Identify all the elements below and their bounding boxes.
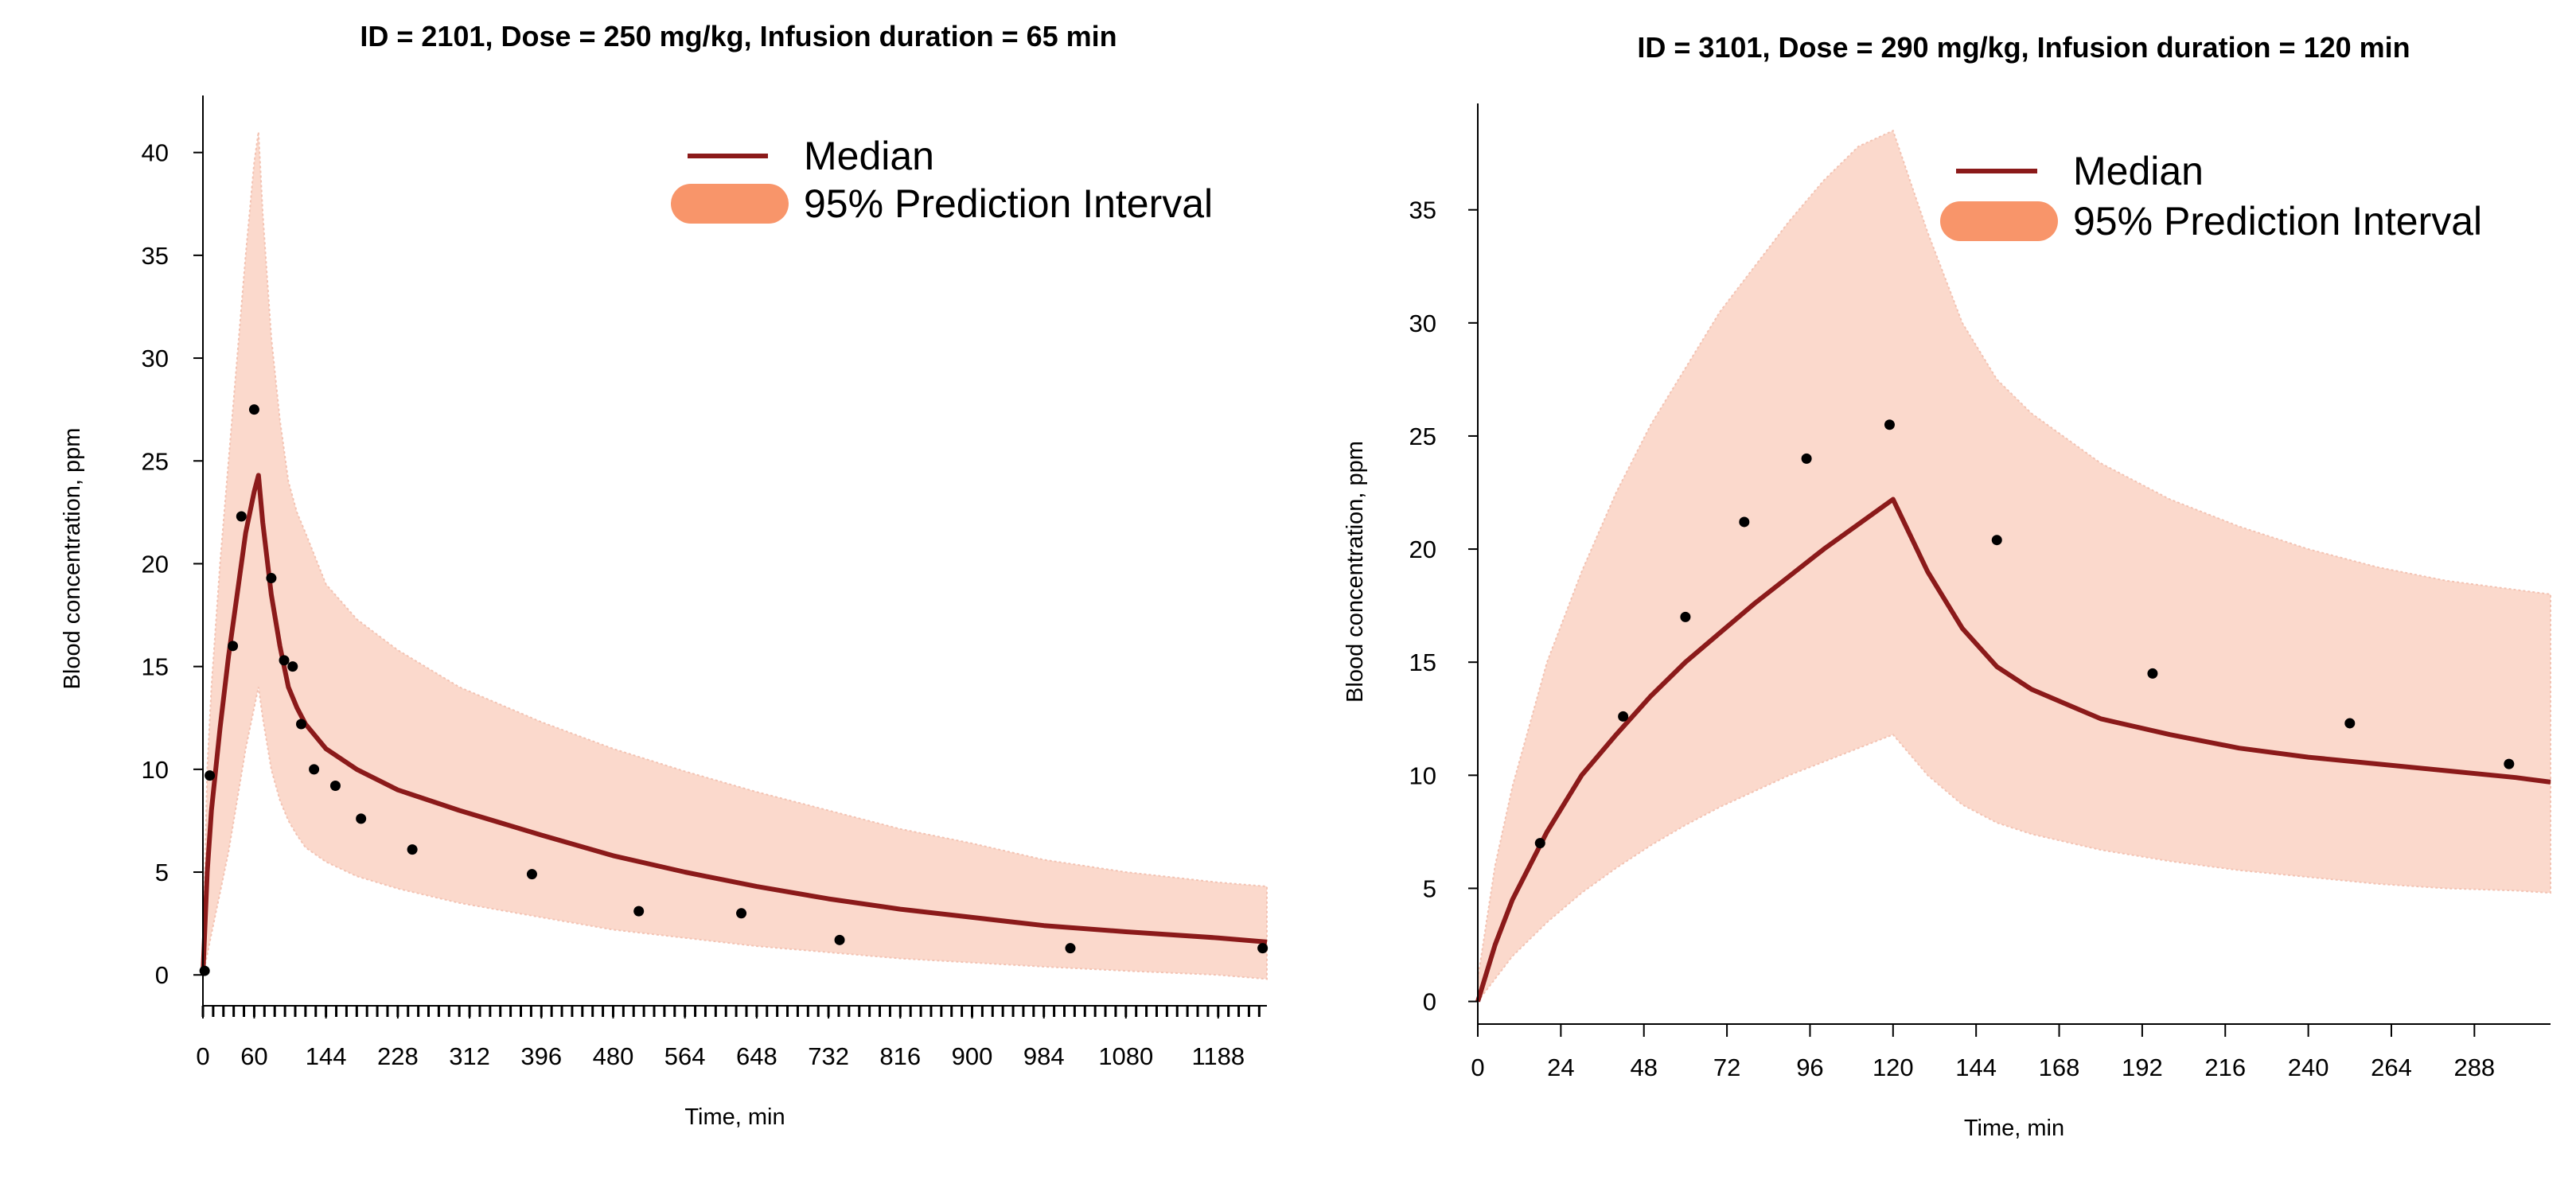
observed-point [199, 965, 210, 976]
legend-band-swatch [1940, 201, 2058, 241]
observed-point [205, 770, 216, 781]
observed-point [295, 719, 306, 730]
observed-point [1257, 943, 1269, 954]
observed-point [1618, 711, 1629, 722]
x-tick-label: 984 [1023, 1042, 1065, 1070]
chart-panel-right: 0 24 48 72 96 120 144 168 192 216 240 264 288 0 5 10 15 2… [1289, 0, 2576, 1184]
median-line [1475, 497, 2551, 1003]
x-tick-label: 732 [808, 1042, 849, 1070]
observed-point [2147, 668, 2158, 679]
x-tick-label: 1080 [1098, 1042, 1153, 1070]
observed-point [356, 813, 367, 824]
x-tick-label: 120 [1873, 1054, 1914, 1081]
y-tick-label: 30 [1409, 310, 1436, 337]
x-tick-label: 144 [306, 1042, 347, 1070]
y-tick-label: 10 [142, 756, 169, 784]
y-tick-label: 0 [155, 961, 169, 989]
y-tick-label: 25 [142, 447, 169, 475]
median-line [201, 473, 1268, 976]
y-axis-label: Blood concentration, ppm [1343, 441, 1368, 703]
observed-point [1884, 419, 1895, 430]
x-tick-label: 900 [952, 1042, 993, 1070]
x-tick-label: 240 [2288, 1054, 2329, 1081]
y-tick-label: 15 [142, 653, 169, 681]
prediction-band [1477, 129, 2551, 1004]
y-tick-label: 20 [142, 550, 169, 578]
x-tick-label: 228 [377, 1042, 419, 1070]
y-tick-label: 30 [142, 345, 169, 372]
x-tick-label: 216 [2204, 1054, 2246, 1081]
x-tick-label: 0 [196, 1042, 209, 1070]
legend-band-swatch [671, 184, 789, 224]
observed-point [526, 869, 537, 880]
x-tick-label: 48 [1630, 1054, 1657, 1081]
y-tick-label: 0 [1423, 988, 1436, 1016]
x-tick-label: 168 [2039, 1054, 2080, 1081]
observed-point [1534, 838, 1545, 849]
y-tick-label: 35 [1409, 197, 1436, 224]
chart-right: 0 24 48 72 96 120 144 168 192 216 240 264 288 0 5 10 15 2… [1343, 31, 2551, 1141]
chart-title: ID = 3101, Dose = 290 mg/kg, Infusion du… [1637, 31, 2410, 64]
observed-point [266, 573, 277, 584]
x-axis-label: Time, min [1964, 1116, 2064, 1141]
observed-point [248, 404, 259, 415]
x-tick-label: 60 [240, 1042, 267, 1070]
x-tick-label: 480 [593, 1042, 634, 1070]
observed-point [407, 844, 418, 855]
y-tick-label: 5 [155, 859, 169, 886]
legend-median-label: Median [2073, 149, 2204, 193]
observed-point [834, 934, 845, 945]
x-tick-label: 1188 [1191, 1042, 1245, 1070]
observed-point [287, 661, 298, 672]
x-tick-label: 396 [520, 1042, 562, 1070]
x-tick-label: 72 [1713, 1054, 1740, 1081]
observed-point [228, 641, 239, 652]
chart-panel-left: 0 60 144 228 312 396 480 564 648 732 816 900 984 1080… [60, 20, 1269, 1130]
x-tick-label: 24 [1547, 1054, 1574, 1081]
x-tick-label: 96 [1796, 1054, 1823, 1081]
x-tick-label: 264 [2371, 1054, 2412, 1081]
x-axis-label: Time, min [684, 1104, 785, 1130]
y-tick-label: 20 [1409, 536, 1436, 563]
chart-left: 0 60 144 228 312 396 480 564 648 732 816 900 984 1080… [60, 20, 1269, 1130]
x-tick-label: 816 [879, 1042, 921, 1070]
observed-point [2344, 718, 2356, 729]
y-tick-label: 15 [1409, 648, 1436, 676]
observed-point [1739, 516, 1750, 528]
observed-point [633, 906, 645, 917]
prediction-band [202, 131, 1268, 980]
observed-point [1680, 611, 1691, 622]
chart-title: ID = 2101, Dose = 250 mg/kg, Infusion du… [360, 20, 1117, 53]
y-tick-label: 40 [142, 139, 169, 167]
observed-point [1801, 453, 1812, 464]
x-tick-label: 144 [1955, 1054, 1997, 1081]
x-tick-label: 564 [664, 1042, 706, 1070]
y-axis-label: Blood concentration, ppm [60, 428, 85, 690]
observed-point [1991, 535, 2002, 546]
observed-point [236, 511, 247, 522]
y-tick-label: 35 [142, 242, 169, 270]
x-tick-label: 648 [736, 1042, 777, 1070]
observed-point [279, 655, 290, 666]
legend-median-label: Median [804, 134, 934, 178]
x-tick-label: 192 [2122, 1054, 2163, 1081]
x-tick-label: 0 [1471, 1054, 1484, 1081]
observed-point [329, 781, 341, 792]
x-tick-label: 288 [2453, 1054, 2495, 1081]
observed-point [736, 908, 747, 919]
x-tick-label: 312 [449, 1042, 490, 1070]
y-tick-label: 5 [1423, 874, 1436, 902]
y-tick-label: 25 [1409, 423, 1436, 450]
legend-band-label: 95% Prediction Interval [2073, 199, 2482, 243]
observed-point [309, 764, 320, 775]
y-tick-label: 10 [1409, 761, 1436, 789]
observed-point [1065, 943, 1076, 954]
legend-band-label: 95% Prediction Interval [804, 181, 1213, 226]
observed-point [2504, 758, 2515, 769]
